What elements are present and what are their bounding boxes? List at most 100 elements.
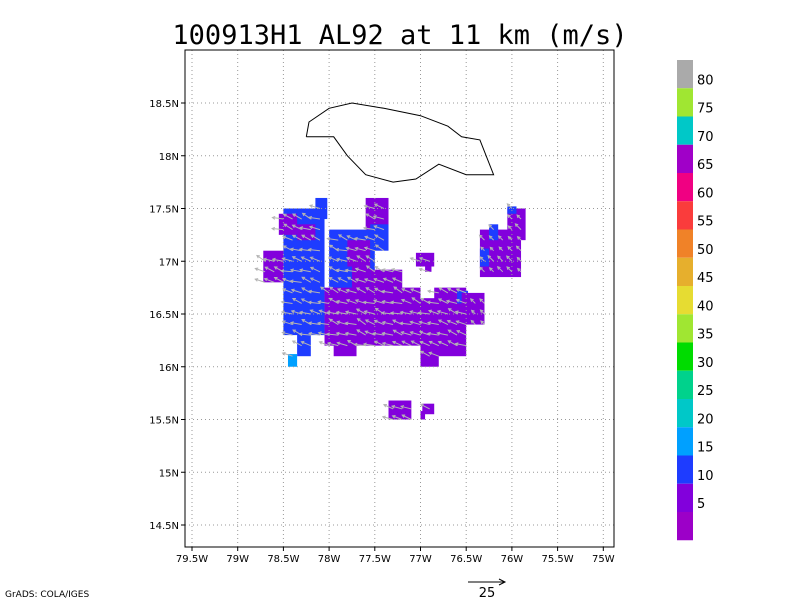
wind-vector-head: [282, 288, 287, 292]
wind-vector-head: [329, 286, 334, 291]
wind-vector: [282, 288, 293, 294]
wind-vector-head: [373, 287, 378, 292]
wind-vector-head: [447, 340, 452, 344]
wind-vector: [329, 318, 339, 325]
wind-vector-head: [301, 276, 306, 281]
wind-vector-head: [364, 319, 369, 323]
wind-vector: [274, 277, 284, 283]
colorbar-swatch: [677, 512, 693, 541]
wind-vector: [345, 269, 357, 273]
wind-vector: [438, 298, 449, 304]
wind-vector: [336, 311, 348, 315]
wind-vector: [419, 268, 430, 273]
wind-vector: [356, 255, 366, 262]
wind-vector: [456, 320, 467, 326]
wind-vector-head: [372, 299, 378, 303]
y-tick-label: 15N: [159, 468, 179, 479]
y-tick-label: 16N: [159, 363, 179, 374]
wind-vector-head: [281, 257, 286, 261]
reference-vector-arrowhead: [498, 578, 507, 586]
wind-vector-head: [354, 246, 359, 251]
wind-vector-head: [356, 329, 361, 333]
wind-vector-head: [382, 277, 387, 282]
wind-vector-head: [382, 403, 387, 408]
wind-vector-head: [418, 330, 423, 335]
wind-vector: [282, 352, 293, 357]
wind-vector: [299, 248, 311, 252]
wind-vector: [308, 216, 321, 220]
colorbar-swatch: [677, 144, 693, 173]
wind-vector-head: [327, 256, 332, 260]
wind-vector-head: [409, 331, 414, 335]
wind-vector-head: [355, 308, 360, 312]
wind-vector: [374, 340, 385, 347]
wind-vector-head: [455, 320, 460, 324]
wind-vector-head: [326, 310, 331, 315]
wind-vector-head: [363, 310, 368, 314]
wind-vector-head: [514, 223, 519, 227]
wind-vector: [365, 319, 376, 325]
wind-vector-head: [410, 288, 415, 292]
wind-vector-head: [409, 320, 414, 325]
colorbar-label: 50: [697, 243, 714, 258]
wind-vector: [281, 301, 293, 304]
wind-vector-head: [497, 235, 502, 239]
wind-vector: [355, 278, 366, 283]
colorbar-swatch: [677, 88, 693, 117]
wind-vector: [411, 340, 421, 347]
wind-vector: [364, 247, 375, 252]
x-tick-label: 78W: [318, 554, 341, 565]
wind-vector-head: [410, 340, 415, 344]
wind-vector-head: [497, 255, 501, 260]
wind-vector-head: [344, 321, 349, 326]
wind-vector: [326, 333, 339, 336]
wind-vector: [291, 310, 302, 315]
wind-vector: [427, 301, 439, 304]
wind-vector-head: [281, 320, 286, 324]
wind-vector-head: [455, 288, 460, 292]
wind-vector: [336, 258, 348, 262]
wind-vector: [300, 227, 311, 231]
wind-vector: [419, 331, 430, 336]
wind-vector-head: [515, 245, 520, 250]
wind-vector-head: [335, 310, 340, 315]
colorbar-swatch: [677, 370, 693, 399]
wind-vector: [363, 227, 375, 231]
wind-vector: [373, 332, 385, 336]
wind-vector-head: [298, 310, 304, 315]
wind-vector: [427, 332, 439, 336]
wind-vector: [301, 341, 312, 347]
wind-vector-head: [280, 310, 285, 315]
wind-vector-head: [380, 311, 385, 315]
wind-vector: [328, 256, 339, 262]
wind-vector: [374, 234, 385, 241]
wind-vector: [300, 269, 311, 273]
wind-vector-head: [426, 300, 431, 305]
wind-vector: [393, 329, 403, 336]
x-tick-label: 76W: [501, 554, 524, 565]
wind-vector: [310, 256, 321, 262]
wind-vector: [419, 257, 430, 262]
wind-vector-head: [479, 266, 484, 271]
wind-vector: [299, 333, 311, 336]
colorbar-label: 5: [697, 497, 705, 512]
colorbar-swatch: [677, 286, 693, 315]
wind-vector-head: [280, 269, 285, 273]
wind-vector-head: [399, 321, 404, 326]
wind-vector-head: [345, 246, 350, 251]
wind-vector: [336, 332, 348, 336]
wind-vector-head: [328, 244, 333, 249]
wind-vector: [447, 288, 458, 294]
wind-vector: [437, 332, 449, 336]
wind-vector: [329, 286, 339, 294]
wind-vector-head: [262, 257, 267, 262]
wind-vector-head: [516, 235, 521, 240]
wind-vector-head: [335, 247, 340, 252]
wind-vector-head: [271, 226, 276, 231]
wind-vector-head: [381, 268, 386, 272]
wind-vector: [327, 311, 339, 315]
wind-vector-head: [436, 310, 441, 314]
wind-vector-head: [456, 330, 461, 334]
wind-vector-head: [273, 266, 278, 270]
